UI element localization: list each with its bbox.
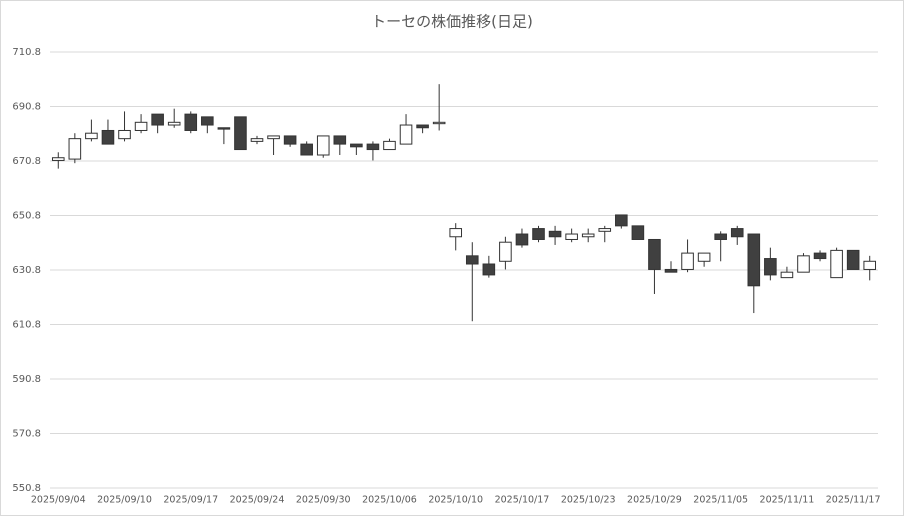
candle-body <box>316 135 330 156</box>
candle-body <box>217 127 231 130</box>
candle-body <box>714 233 727 240</box>
candle-body <box>697 252 711 262</box>
candle-body <box>85 132 98 140</box>
candle-body <box>350 143 363 148</box>
y-tick-label: 610.8 <box>12 320 41 331</box>
candle-body <box>581 233 595 238</box>
candle-body <box>51 157 65 161</box>
y-tick-label: 630.8 <box>12 265 41 276</box>
candle-body <box>813 252 827 260</box>
chart-title: トーセの株価推移(日足) <box>371 13 533 31</box>
x-tick-label: 2025/10/10 <box>428 495 483 506</box>
candle-body <box>383 140 396 151</box>
candle-body <box>416 124 429 129</box>
candle-body <box>515 233 529 246</box>
candle-body <box>615 214 628 227</box>
candle-body <box>267 135 280 140</box>
x-tick-label: 2025/10/17 <box>495 495 550 506</box>
candle-body <box>283 135 297 145</box>
candle-body <box>664 268 678 273</box>
candle-body <box>465 255 479 265</box>
candle-body <box>234 116 247 151</box>
candle-body <box>565 233 578 240</box>
x-tick-label: 2025/11/05 <box>693 495 748 506</box>
y-tick-label: 650.8 <box>12 211 41 222</box>
candle-body <box>250 138 264 142</box>
y-tick-label: 550.8 <box>12 483 41 494</box>
x-tick-label: 2025/09/10 <box>97 495 152 506</box>
candle-body <box>134 121 148 131</box>
x-tick-label: 2025/10/29 <box>627 495 682 506</box>
candle-body <box>681 252 694 270</box>
candle-body <box>648 238 661 270</box>
candle-body <box>846 249 860 270</box>
x-tick-label: 2025/09/24 <box>230 495 285 506</box>
x-tick-label: 2025/10/23 <box>561 495 616 506</box>
candle-body <box>333 135 347 145</box>
candle-body <box>118 129 131 140</box>
x-tick-label: 2025/09/17 <box>163 495 218 506</box>
x-tick-label: 2025/09/30 <box>296 495 351 506</box>
candle-body <box>548 230 562 238</box>
candle-body <box>863 260 877 270</box>
candle-body <box>780 271 794 279</box>
candle-body <box>167 121 181 126</box>
candle-body <box>432 121 446 125</box>
candle-body <box>730 228 744 238</box>
candle-body <box>201 116 214 126</box>
candle-body <box>101 129 115 145</box>
candle-body <box>366 143 380 151</box>
x-tick-label: 2025/11/11 <box>760 495 815 506</box>
candle-body <box>300 143 313 156</box>
candle-body <box>631 225 645 240</box>
candle-body <box>151 113 164 126</box>
candle-body <box>532 228 545 240</box>
candle-body <box>68 138 82 160</box>
y-tick-label: 690.8 <box>12 102 41 113</box>
candle-body <box>399 124 413 145</box>
candle-body <box>830 249 843 279</box>
candle-body <box>184 113 198 131</box>
y-tick-label: 670.8 <box>12 156 41 167</box>
y-tick-label: 590.8 <box>12 374 41 385</box>
x-tick-label: 2025/09/04 <box>31 495 86 506</box>
x-tick-label: 2025/10/06 <box>362 495 417 506</box>
candle-body <box>598 228 612 232</box>
y-tick-label: 710.8 <box>12 47 41 58</box>
candle-body <box>797 255 810 273</box>
x-tick-label: 2025/11/17 <box>826 495 881 506</box>
candle-body <box>747 233 761 287</box>
candle-body <box>499 241 512 262</box>
y-tick-label: 570.8 <box>12 429 41 440</box>
candle-body <box>482 263 496 276</box>
candle-body <box>449 228 463 238</box>
candle-body <box>764 258 777 276</box>
